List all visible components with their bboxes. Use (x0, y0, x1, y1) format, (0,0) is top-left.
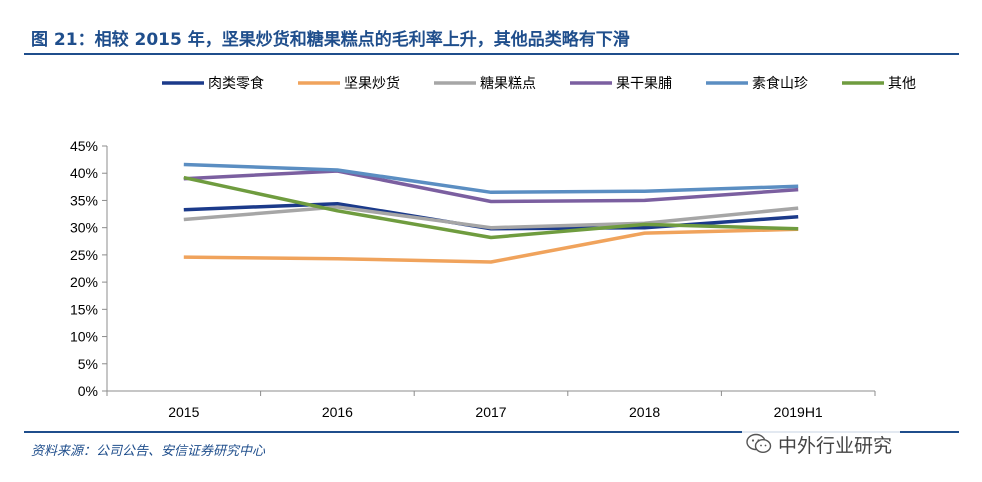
y-tick-label: 15% (70, 301, 98, 317)
series-line-6 (183, 175, 799, 240)
legend-label: 果干果脯 (616, 76, 672, 92)
y-tick-label: 25% (70, 247, 98, 263)
chart-series (183, 162, 799, 264)
legend-label: 坚果炒货 (344, 75, 400, 92)
y-tick-label: 10% (70, 329, 98, 345)
x-tick-label: 2015 (168, 404, 199, 420)
legend-label: 素食山珍 (752, 75, 808, 92)
x-tick-label: 2016 (322, 404, 353, 420)
series-line-2 (183, 227, 799, 264)
series-line-4 (183, 169, 799, 204)
y-tick-label: 45% (70, 138, 98, 154)
y-tick-label: 40% (70, 165, 98, 181)
wechat-icon (746, 433, 772, 454)
legend-label: 糖果糕点 (480, 76, 536, 92)
series-line-3 (183, 205, 799, 230)
x-tick-label: 2017 (475, 404, 506, 420)
chart-title: 图 21：相较 2015 年，坚果炒货和糖果糕点的毛利率上升，其他品类略有下滑 (31, 30, 630, 50)
x-tick-label: 2019H1 (774, 404, 823, 420)
source-note: 资料来源：公司公告、安信证券研究中心 (31, 444, 266, 459)
chart-legend: 肉类零食 坚果炒货 糖果糕点 果干果脯 素食山珍 其他 (162, 75, 916, 92)
legend-label: 其他 (888, 76, 916, 92)
y-tick-label: 5% (78, 356, 98, 372)
y-tick-label: 30% (70, 220, 98, 236)
title-divider (24, 53, 959, 55)
y-tick-label: 20% (70, 274, 98, 290)
watermark-text: 中外行业研究 (778, 434, 893, 457)
watermark: 中外行业研究 (742, 429, 901, 459)
y-tick-label: 35% (70, 192, 98, 208)
y-tick-label: 0% (78, 383, 98, 399)
legend-label: 肉类零食 (208, 75, 264, 92)
chart-axes: 0% 5% 10% 15% 20% 25% 30% 35% 40% 45% 2015 2016 2017… (70, 138, 876, 420)
series-line-5 (183, 162, 799, 195)
footer-divider (24, 431, 959, 433)
x-tick-label: 2018 (629, 404, 660, 420)
